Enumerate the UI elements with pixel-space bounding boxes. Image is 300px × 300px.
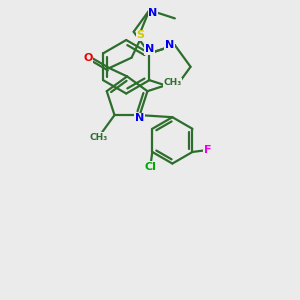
Text: O: O <box>83 53 93 63</box>
Text: S: S <box>136 30 145 40</box>
Text: CH₃: CH₃ <box>164 78 182 87</box>
Text: Cl: Cl <box>145 162 157 172</box>
Text: N: N <box>148 8 158 18</box>
Text: N: N <box>135 113 144 123</box>
Text: CH₃: CH₃ <box>89 133 108 142</box>
Text: F: F <box>204 146 211 155</box>
Text: N: N <box>145 44 154 54</box>
Text: S: S <box>171 79 179 89</box>
Text: N: N <box>165 40 174 50</box>
